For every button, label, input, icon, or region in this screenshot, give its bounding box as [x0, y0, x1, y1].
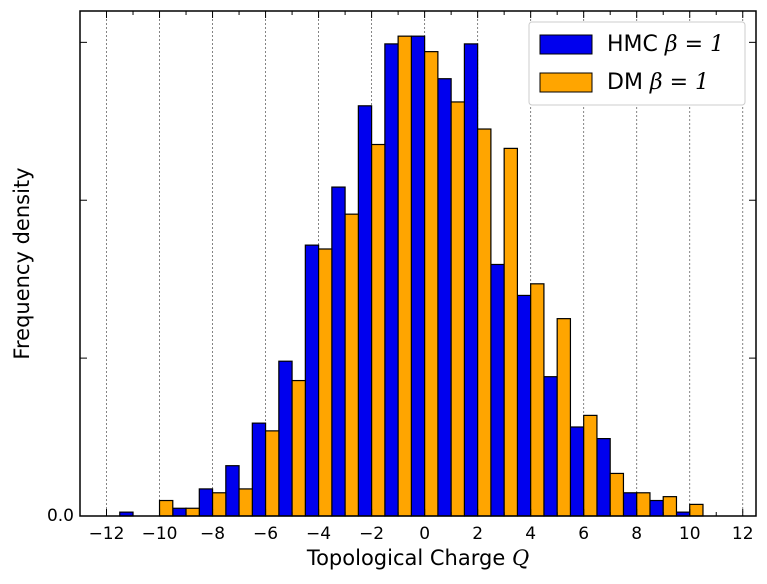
bar-hmc-8 [331, 186, 346, 517]
bar-dm-8 [344, 213, 359, 517]
x-tick-label: 6 [578, 524, 589, 544]
bar-dm-7 [317, 248, 333, 517]
x-tick-label: 12 [732, 524, 754, 544]
legend-series-name-dm: DM [607, 70, 643, 95]
bar-dm-16 [556, 318, 572, 517]
bar-dm-13 [477, 128, 492, 517]
legend-beta-dm: β = 1 [649, 70, 709, 95]
bar-hmc-17 [569, 426, 585, 517]
bar-dm-6 [291, 379, 306, 517]
bar-hmc-19 [622, 492, 638, 517]
bar-dm-2 [185, 507, 200, 517]
axis-ticks: −12 −10 −8 −6 −4 −2 0 2 4 6 8 10 12 [79, 11, 756, 544]
bar-hmc-13 [463, 43, 479, 517]
bar-dm-20 [662, 496, 678, 517]
bar-dm-12 [450, 101, 465, 517]
x-tick-label: 0 [419, 524, 430, 544]
x-tick-label: −8 [200, 524, 225, 544]
bar-hmc-7 [304, 244, 320, 517]
x-axis-title-text: Topological Charge [306, 546, 505, 570]
x-tick-label: 4 [525, 524, 536, 544]
bar-dm-1 [158, 499, 174, 517]
bar-dm-5 [264, 430, 280, 517]
bar-dm-14 [503, 147, 519, 517]
bar-hmc-4 [225, 465, 240, 517]
legend-swatch-hmc [539, 34, 593, 55]
x-tick-label: 10 [679, 524, 701, 544]
bar-dm-11 [424, 51, 439, 517]
bar-hmc-10 [384, 43, 399, 517]
bar-dm-17 [583, 414, 598, 517]
legend-label-dm: DM β = 1 [607, 70, 709, 95]
x-tick-label: 2 [472, 524, 483, 544]
bar-dm-4 [238, 488, 253, 517]
bar-hmc-6 [278, 360, 293, 517]
x-axis-title-variable: Q [512, 546, 529, 570]
legend-label-hmc: HMC β = 1 [607, 32, 724, 57]
plot-frame [79, 10, 757, 517]
y-axis-title: Frequency density [10, 167, 34, 359]
bar-dm-19 [636, 492, 651, 517]
bar-dm-21 [689, 503, 704, 517]
bar-hmc-9 [357, 105, 373, 517]
bar-hmc-20 [649, 499, 664, 517]
x-tick-label: −6 [253, 524, 278, 544]
bar-hmc-16 [543, 376, 558, 517]
bar-dm-18 [609, 472, 625, 517]
bar-dm-9 [371, 143, 386, 517]
bar-hmc-18 [596, 438, 611, 517]
legend-series-name-hmc: HMC [607, 32, 658, 57]
bar-hmc-3 [198, 488, 214, 517]
legend-swatch-dm [539, 72, 593, 93]
bars [119, 35, 704, 517]
y-tick-label-zero: 0.0 [47, 506, 74, 526]
x-tick-label: −10 [142, 524, 178, 544]
bar-dm-15 [530, 283, 545, 517]
x-axis-title: Topological Charge Q [306, 546, 529, 570]
bar-hmc-12 [437, 78, 452, 517]
bar-dm-10 [397, 35, 412, 517]
bar-dm-3 [211, 492, 227, 517]
bar-hmc-15 [516, 294, 532, 517]
bar-hmc-2 [172, 507, 187, 517]
x-tick-label: −4 [306, 524, 331, 544]
legend: HMC β = 1 DM β = 1 [528, 21, 746, 106]
x-tick-label: −12 [89, 524, 125, 544]
bar-hmc-5 [251, 422, 267, 517]
x-tick-label: −2 [359, 524, 384, 544]
bar-hmc-11 [410, 35, 426, 517]
bar-hmc-14 [490, 263, 505, 517]
legend-beta-hmc: β = 1 [664, 32, 724, 57]
x-tick-label: 8 [631, 524, 642, 544]
